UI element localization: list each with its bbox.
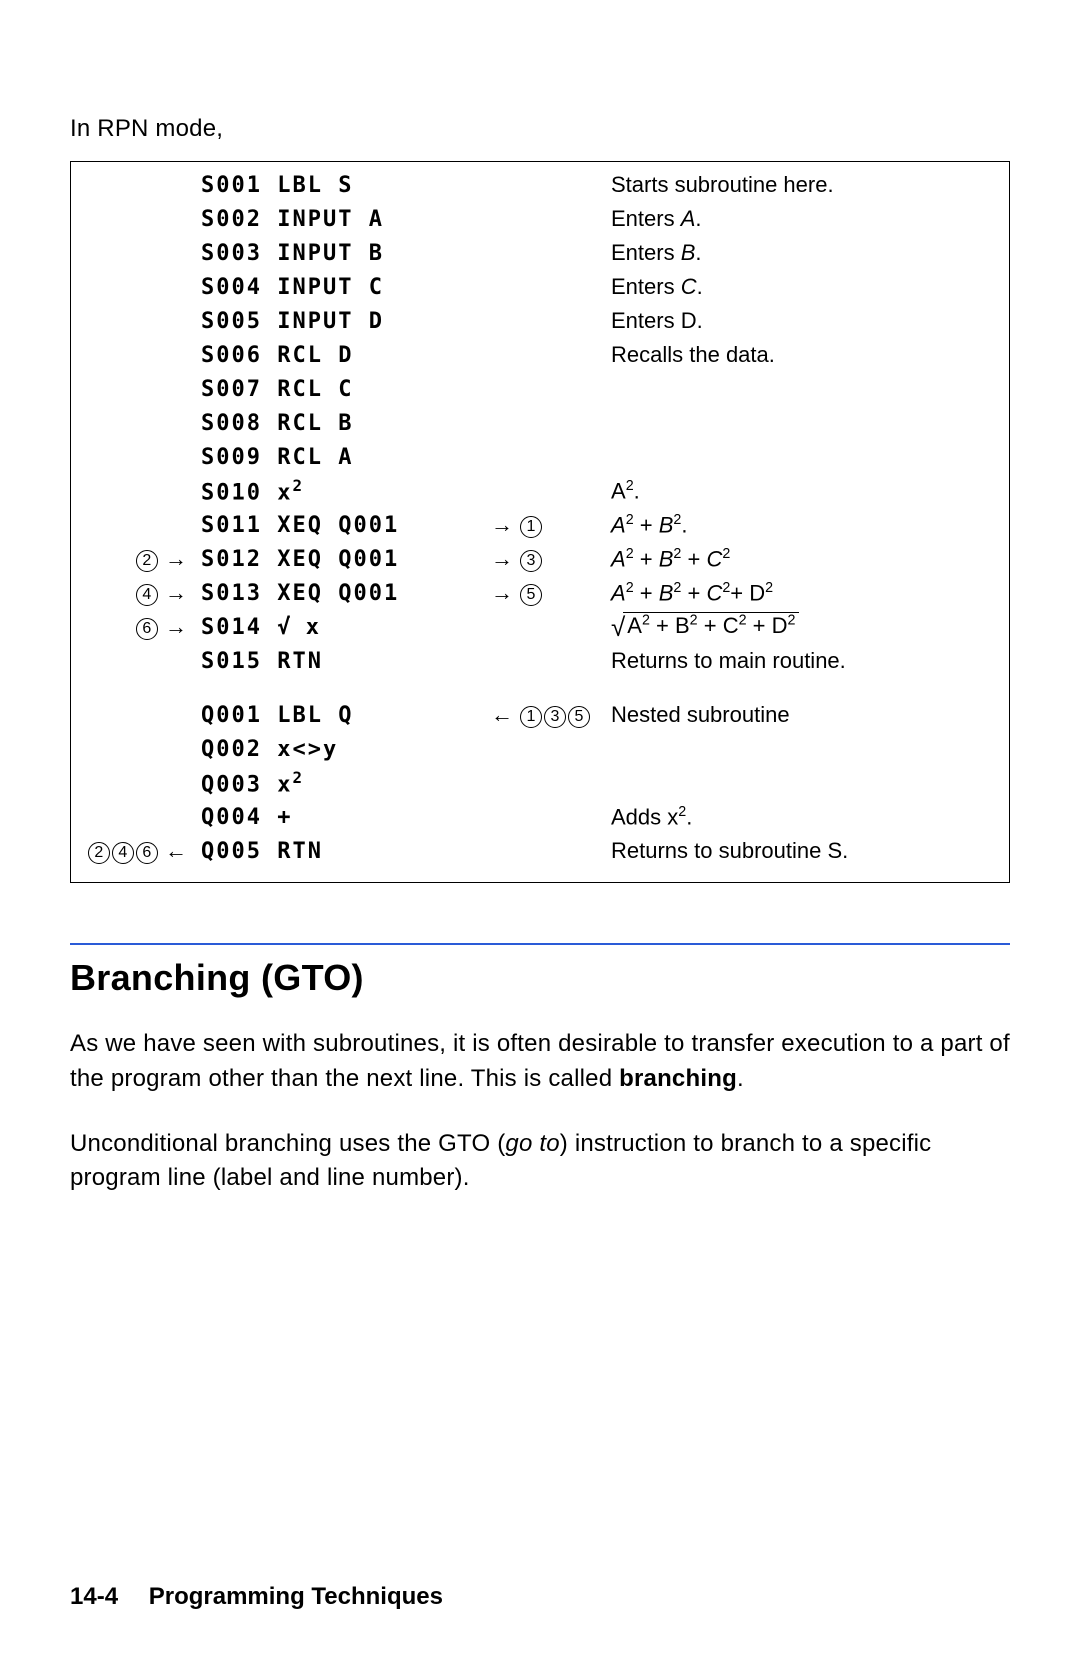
- program-row: S005 INPUT D Enters D.: [83, 304, 997, 338]
- flow-annotation-right: →5: [491, 580, 611, 606]
- paragraph-2: Unconditional branching uses the GTO (go…: [70, 1127, 1010, 1197]
- program-row: Q003 x2: [83, 766, 997, 800]
- flow-annotation-left: 6 →: [83, 614, 201, 640]
- program-code: S014 √ x: [201, 615, 491, 640]
- program-code: S005 INPUT D: [201, 309, 491, 334]
- section-rule: [70, 943, 1010, 945]
- program-code: Q001 LBL Q: [201, 703, 491, 728]
- program-code: S011 XEQ Q001: [201, 513, 491, 538]
- program-code: S003 INPUT B: [201, 241, 491, 266]
- program-code: S002 INPUT A: [201, 207, 491, 232]
- program-row: Q001 LBL Q←135Nested subroutine: [83, 698, 997, 732]
- chapter-title: Programming Techniques: [149, 1583, 443, 1610]
- program-row: S001 LBL S Starts subroutine here.: [83, 168, 997, 202]
- program-code: Q005 RTN: [201, 839, 491, 864]
- flow-annotation-left: 246 ←: [83, 838, 201, 864]
- explanation: A2.: [611, 478, 997, 504]
- explanation: A2 + B2 + C2+ D2: [611, 580, 997, 606]
- program-row: 4 →S013 XEQ Q001→5A2 + B2 + C2+ D2: [83, 576, 997, 610]
- explanation: Nested subroutine: [611, 702, 997, 728]
- program-row: Q004 + Adds x2.: [83, 800, 997, 834]
- program-row: 6 →S014 √ x √A2 + B2 + C2 + D2: [83, 610, 997, 644]
- program-code: Q004 +: [201, 805, 491, 830]
- program-code: S006 RCL D: [201, 343, 491, 368]
- program-row: S007 RCL C: [83, 372, 997, 406]
- explanation: Starts subroutine here.: [611, 172, 997, 198]
- program-code: S004 INPUT C: [201, 275, 491, 300]
- program-code: S012 XEQ Q001: [201, 547, 491, 572]
- section-heading: Branching (GTO): [70, 957, 1010, 999]
- program-row: S003 INPUT B Enters B.: [83, 236, 997, 270]
- program-listing-table: S001 LBL S Starts subroutine here. S002 IN…: [70, 161, 1010, 883]
- page-footer: 14-4 Programming Techniques: [70, 1583, 443, 1611]
- program-row: S004 INPUT C Enters C.: [83, 270, 997, 304]
- explanation: Enters B.: [611, 240, 997, 266]
- program-code: S015 RTN: [201, 649, 491, 674]
- explanation: Recalls the data.: [611, 342, 997, 368]
- program-code: S008 RCL B: [201, 411, 491, 436]
- flow-annotation-left: 2 →: [83, 546, 201, 572]
- program-code: S013 XEQ Q001: [201, 581, 491, 606]
- program-row: S011 XEQ Q001→1A2 + B2.: [83, 508, 997, 542]
- explanation: Enters D.: [611, 308, 997, 334]
- program-row: S015 RTN Returns to main routine.: [83, 644, 997, 678]
- program-code: S010 x2: [201, 476, 491, 505]
- explanation: Adds x2.: [611, 804, 997, 830]
- flow-annotation-right: →3: [491, 546, 611, 572]
- explanation: Enters C.: [611, 274, 997, 300]
- program-row: Q002 x<>y: [83, 732, 997, 766]
- explanation: Enters A.: [611, 206, 997, 232]
- program-row: S002 INPUT A Enters A.: [83, 202, 997, 236]
- explanation: A2 + B2 + C2: [611, 546, 997, 572]
- explanation: Returns to subroutine S.: [611, 838, 997, 864]
- intro-text: In RPN mode,: [70, 115, 1010, 143]
- flow-annotation-right: →1: [491, 512, 611, 538]
- program-code: Q003 x2: [201, 768, 491, 797]
- paragraph-1: As we have seen with subroutines, it is …: [70, 1027, 1010, 1097]
- program-row: S008 RCL B: [83, 406, 997, 440]
- blank-row: [83, 678, 997, 698]
- program-row: 2 →S012 XEQ Q001→3A2 + B2 + C2: [83, 542, 997, 576]
- program-code: Q002 x<>y: [201, 737, 491, 762]
- page-number: 14-4: [70, 1583, 118, 1610]
- page: In RPN mode, S001 LBL S Starts subroutine…: [0, 0, 1080, 1673]
- flow-annotation-left: 4 →: [83, 580, 201, 606]
- program-code: S001 LBL S: [201, 173, 491, 198]
- flow-annotation-right: ←135: [491, 702, 611, 728]
- explanation: A2 + B2.: [611, 512, 997, 538]
- program-row: S009 RCL A: [83, 440, 997, 474]
- program-row: S010 x2 A2.: [83, 474, 997, 508]
- explanation: Returns to main routine.: [611, 648, 997, 674]
- program-code: S009 RCL A: [201, 445, 491, 470]
- program-row: 246 ←Q005 RTN Returns to subroutine S.: [83, 834, 997, 868]
- program-code: S007 RCL C: [201, 377, 491, 402]
- explanation: √A2 + B2 + C2 + D2: [611, 612, 997, 643]
- program-row: S006 RCL D Recalls the data.: [83, 338, 997, 372]
